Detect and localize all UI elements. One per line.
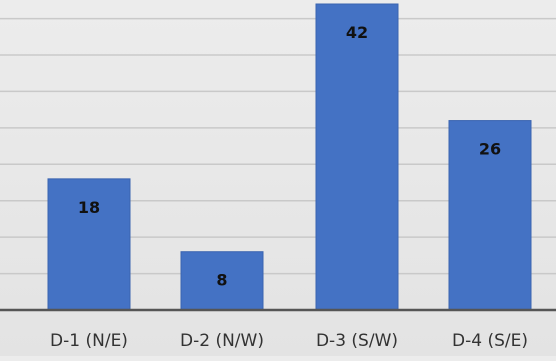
- x-tick-label-4: D-4 (S/E): [452, 331, 528, 351]
- x-tick-label-1: D-1 (N/E): [50, 331, 128, 351]
- data-labels: 18 8 42 26: [78, 23, 501, 290]
- data-label-1: 18: [78, 198, 100, 217]
- x-tick-label-2: D-2 (N/W): [180, 331, 264, 351]
- bar-1: [47, 178, 131, 311]
- x-tick-label-3: D-3 (S/W): [316, 331, 398, 351]
- data-label-3: 42: [346, 23, 368, 42]
- bar-4: [448, 120, 532, 311]
- data-label-2: 8: [216, 271, 227, 290]
- x-tick-labels: D-1 (N/E) D-2 (N/W) D-3 (S/W) D-4 (S/E): [50, 331, 528, 351]
- bars: [47, 3, 532, 311]
- bar-3: [315, 3, 399, 311]
- data-label-4: 26: [479, 140, 501, 159]
- bar-2: [180, 251, 264, 311]
